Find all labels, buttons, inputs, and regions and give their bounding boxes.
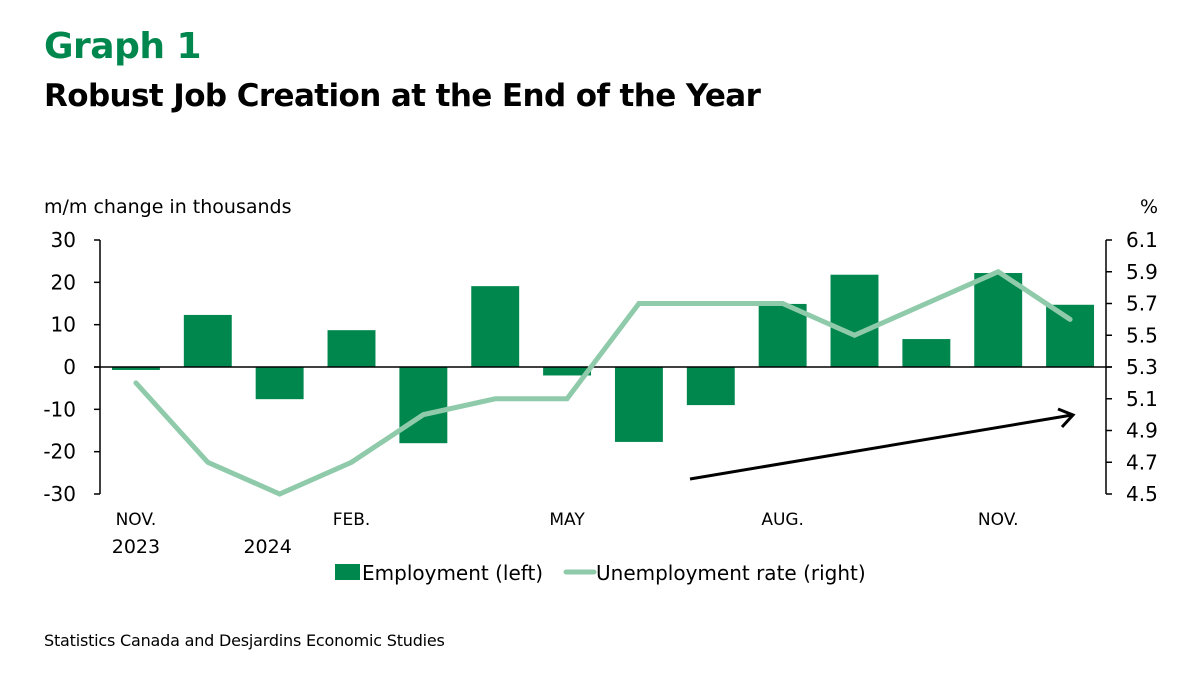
- bar-employment: [614, 367, 663, 442]
- bar-employment: [902, 339, 951, 367]
- graph-label: Graph 1: [44, 26, 202, 67]
- bar-employment: [974, 273, 1023, 367]
- bar-employment: [830, 274, 879, 367]
- bar-employment: [471, 286, 520, 367]
- left-tick-label: 30: [51, 228, 76, 252]
- x-tick-label-month: AUG.: [761, 510, 804, 530]
- right-tick-label: 5.1: [1126, 387, 1158, 411]
- right-tick-label: 5.3: [1126, 355, 1158, 379]
- bar-employment: [183, 314, 232, 367]
- x-tick-label-month: MAY: [549, 510, 585, 530]
- trend-arrow: [689, 407, 1076, 481]
- bar-employment: [327, 330, 376, 367]
- bar-employment: [255, 367, 304, 400]
- x-tick-label-month: NOV.: [116, 510, 157, 530]
- bar-employment: [758, 303, 807, 367]
- left-tick-label: -10: [43, 397, 76, 421]
- x-tick-label-month: FEB.: [333, 510, 371, 530]
- left-axis-label: m/m change in thousands: [44, 196, 291, 218]
- right-tick-label: 5.7: [1126, 292, 1158, 316]
- source-note: Statistics Canada and Desjardins Economi…: [44, 631, 445, 650]
- legend-label-employment: Employment (left): [362, 561, 543, 585]
- left-tick-label: 10: [51, 313, 76, 337]
- trend-arrow-shaft: [689, 413, 1073, 481]
- tick-labels-group: 30 20 10 0 -10 -20 -30 6.1 5.9 5.7 5.5 5.3 5.1 4.9 4.7…: [43, 228, 1157, 558]
- x-tick-label-year: 2024: [243, 536, 291, 558]
- trend-arrow-head: [1057, 407, 1076, 429]
- right-tick-label: 4.7: [1126, 450, 1158, 474]
- legend: Employment (left) Unemployment rate (rig…: [335, 561, 866, 585]
- axes-group: [94, 239, 1112, 495]
- left-tick-label: 0: [63, 355, 76, 379]
- right-tick-label: 5.5: [1126, 323, 1158, 347]
- bar-employment: [686, 367, 735, 406]
- legend-label-unemployment: Unemployment rate (right): [596, 561, 866, 585]
- line-unemployment-rate: [133, 268, 1073, 497]
- bar-employment: [111, 367, 160, 370]
- line-group: [133, 268, 1073, 497]
- right-tick-label: 6.1: [1126, 228, 1158, 252]
- bar-employment: [399, 367, 448, 444]
- x-tick-label-month: NOV.: [978, 510, 1019, 530]
- right-tick-label: 4.5: [1126, 482, 1158, 506]
- bar-employment: [1046, 304, 1095, 367]
- bar-employment: [543, 367, 592, 376]
- right-tick-label: 5.9: [1126, 260, 1158, 284]
- left-tick-label: 20: [51, 270, 76, 294]
- x-tick-label-year: 2023: [112, 536, 160, 558]
- right-tick-label: 4.9: [1126, 419, 1158, 443]
- bars-group: [111, 273, 1095, 444]
- right-axis-label: %: [1140, 196, 1158, 218]
- left-tick-label: -20: [43, 440, 76, 464]
- legend-swatch-employment: [335, 564, 360, 580]
- chart-title: Robust Job Creation at the End of the Ye…: [44, 78, 761, 114]
- left-tick-label: -30: [43, 482, 76, 506]
